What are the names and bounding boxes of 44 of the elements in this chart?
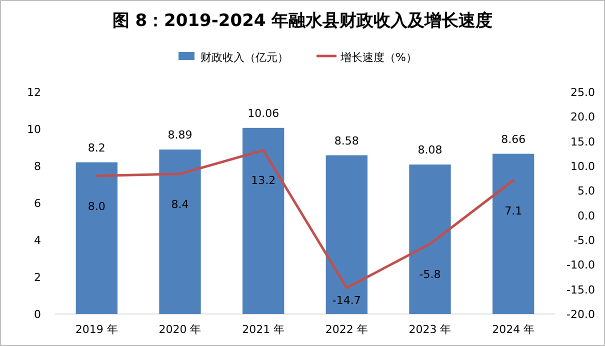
y-tick-label: 8	[34, 160, 41, 173]
y-tick-label: 2	[34, 271, 41, 284]
data-label: 8.4	[171, 198, 189, 211]
y2-tick-label: 0.0	[578, 209, 595, 222]
bar	[409, 164, 451, 314]
x-tick-label: 2023 年	[408, 323, 452, 336]
x-tick-label: 2022 年	[325, 323, 368, 336]
y2-tick-label: 10.0	[570, 160, 595, 173]
data-label: 10.06	[248, 106, 280, 120]
data-label: 7.1	[504, 204, 522, 218]
y2-tick-label: -15.0	[566, 283, 595, 296]
data-label: 8.08	[418, 144, 442, 157]
bar	[242, 128, 284, 314]
x-tick-label: 2020 年	[158, 323, 202, 336]
x-tick-label: 2019 年	[75, 323, 118, 336]
y-tick-label: 6	[34, 197, 41, 210]
y-tick-label: 12	[27, 86, 41, 99]
data-label: 8.2	[88, 141, 106, 154]
data-label: 13.2	[251, 174, 276, 188]
y-tick-label: 4	[34, 234, 41, 247]
x-tick-label: 2021 年	[242, 323, 285, 336]
data-label: -14.7	[332, 294, 361, 307]
y2-tick-label: 25.0	[570, 86, 595, 99]
data-label: 8.58	[334, 134, 359, 148]
y2-tick-label: -20.0	[566, 308, 595, 321]
bar	[492, 154, 534, 314]
data-label: -5.8	[419, 268, 441, 281]
legend-label: 财政收入（亿元）	[200, 51, 288, 64]
chart-title: 图 8：2019-2024 年融水县财政收入及增长速度	[112, 11, 493, 31]
data-label: 8.89	[168, 128, 192, 142]
data-label: 8.66	[501, 132, 526, 146]
y2-tick-label: -5.0	[574, 234, 595, 247]
bar	[326, 155, 368, 314]
y2-tick-label: 20.0	[570, 110, 595, 124]
legend-label: 增长速度（%）	[340, 51, 417, 64]
y-tick-label: 10	[27, 123, 41, 136]
y2-tick-label: -10.0	[566, 258, 595, 272]
bar	[76, 162, 118, 314]
y2-tick-label: 5.0	[578, 184, 595, 198]
bar	[159, 150, 201, 314]
y-tick-label: 0	[34, 308, 41, 321]
x-tick-label: 2024 年	[492, 323, 535, 336]
y2-tick-label: 15.0	[570, 135, 595, 148]
data-label: 8.0	[88, 200, 106, 213]
